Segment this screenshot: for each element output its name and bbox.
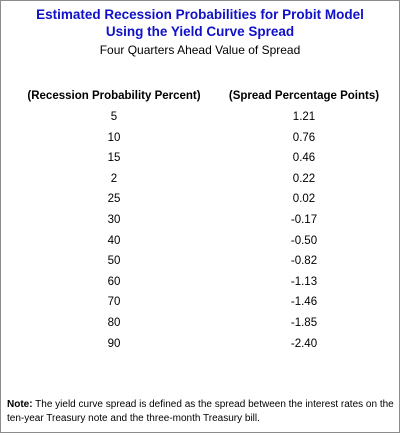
table-cell: 2: [110, 172, 118, 185]
title-line: Using the Yield Curve Spread: [105, 24, 295, 39]
table-cell: -0.17: [290, 214, 318, 226]
subtitle: Four Quarters Ahead Value of Spread: [99, 43, 301, 57]
table-cell: 10: [107, 131, 121, 144]
table-cell: 30: [107, 214, 121, 226]
note: Note: The yield curve spread is defined …: [7, 398, 395, 426]
column-header: (Spread Percentage Points): [228, 90, 380, 102]
table-cell: 70: [107, 296, 121, 309]
table-cell: 50: [107, 255, 121, 268]
note-text: The yield curve spread is defined as the…: [7, 399, 394, 424]
table-cell: -0.82: [290, 255, 318, 268]
table-cell: 80: [107, 317, 121, 329]
table-cell: 0.22: [292, 172, 316, 185]
table-cell: 90: [107, 337, 121, 350]
table-cell: -1.85: [290, 317, 318, 329]
table-cell: 1.21: [292, 111, 316, 123]
table-cell: -1.13: [290, 275, 318, 288]
title-line: Estimated Recession Probabilities for Pr…: [36, 7, 364, 22]
table-cell: 5: [110, 111, 118, 123]
table-cell: 60: [107, 275, 121, 288]
table-cell: 0.02: [292, 193, 316, 206]
note-label: Note:: [7, 399, 33, 410]
table-cell: 15: [107, 152, 121, 165]
table-cell: -1.46: [290, 296, 318, 309]
table-cell: 0.46: [292, 152, 316, 165]
column-header: (Recession Probability Percent): [27, 90, 201, 102]
table-cell: -2.40: [290, 337, 318, 350]
table-cell: -0.50: [290, 234, 318, 247]
table-cell: 25: [107, 193, 121, 206]
table-cell: 0.76: [292, 131, 316, 144]
table-cell: 40: [107, 234, 121, 247]
